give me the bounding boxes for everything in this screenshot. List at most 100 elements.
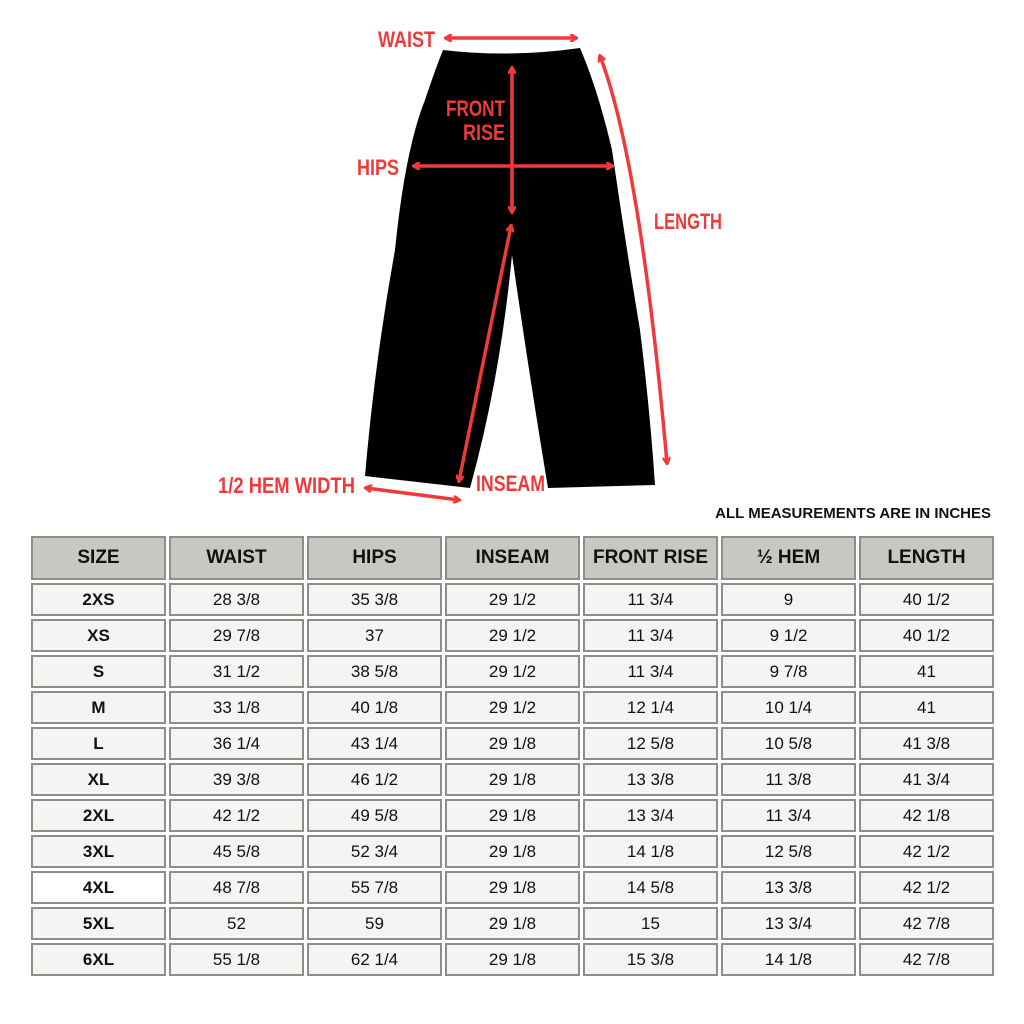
size-cell: XL [31, 763, 166, 796]
measurement-cell: 42 1/2 [859, 871, 994, 904]
measurement-cell: 36 1/4 [169, 727, 304, 760]
measurement-cell: 29 1/8 [445, 835, 580, 868]
measurement-cell: 29 1/2 [445, 619, 580, 652]
measurement-cell: 41 3/8 [859, 727, 994, 760]
measurement-cell: 13 3/4 [583, 799, 718, 832]
measurement-cell: 48 7/8 [169, 871, 304, 904]
measurement-cell: 12 5/8 [721, 835, 856, 868]
measurement-cell: 46 1/2 [307, 763, 442, 796]
measurement-cell: 42 1/2 [169, 799, 304, 832]
measurement-cell: 12 1/4 [583, 691, 718, 724]
measurement-cell: 11 3/4 [583, 655, 718, 688]
measurement-cell: 55 1/8 [169, 943, 304, 976]
measurement-cell: 11 3/4 [583, 619, 718, 652]
measurement-cell: 11 3/8 [721, 763, 856, 796]
measurement-cell: 15 [583, 907, 718, 940]
measurement-cell: 42 1/2 [859, 835, 994, 868]
measurement-cell: 42 7/8 [859, 943, 994, 976]
measurement-cell: 29 1/2 [445, 691, 580, 724]
table-row: XS 29 7/8 37 29 1/2 11 3/4 9 1/2 40 1/2 [31, 619, 994, 652]
measurement-cell: 9 1/2 [721, 619, 856, 652]
measurement-cell: 13 3/4 [721, 907, 856, 940]
measurement-cell: 11 3/4 [583, 583, 718, 616]
column-header: ½ HEM [721, 536, 856, 580]
measurement-cell: 38 5/8 [307, 655, 442, 688]
measurement-cell: 31 1/2 [169, 655, 304, 688]
measurement-cell: 29 7/8 [169, 619, 304, 652]
size-cell: XS [31, 619, 166, 652]
hem-width-label: 1/2 HEM WIDTH [218, 473, 355, 498]
size-cell: L [31, 727, 166, 760]
size-cell: M [31, 691, 166, 724]
measurement-cell: 59 [307, 907, 442, 940]
length-arrow [600, 56, 667, 463]
measurement-cell: 41 3/4 [859, 763, 994, 796]
inseam-arrow [459, 226, 511, 481]
measurement-cell: 41 [859, 691, 994, 724]
measurement-cell: 10 5/8 [721, 727, 856, 760]
column-header: FRONT RISE [583, 536, 718, 580]
table-row: 2XL 42 1/2 49 5/8 29 1/8 13 3/4 11 3/4 42 1/8 [31, 799, 994, 832]
measurement-cell: 29 1/2 [445, 583, 580, 616]
measurement-cell: 35 3/8 [307, 583, 442, 616]
measurement-cell: 40 1/8 [307, 691, 442, 724]
measurement-cell: 14 1/8 [583, 835, 718, 868]
pants-measurement-diagram: WAIST FRONT RISE HIPS LENGTH 1/2 HEM WID… [218, 27, 722, 510]
measurement-cell: 29 1/8 [445, 763, 580, 796]
front-rise-label-line1: FRONT [446, 96, 505, 121]
measurement-cell: 40 1/2 [859, 619, 994, 652]
measurement-cell: 37 [307, 619, 442, 652]
measurement-cell: 52 [169, 907, 304, 940]
measurement-cell: 9 7/8 [721, 655, 856, 688]
table-row: L 36 1/4 43 1/4 29 1/8 12 5/8 10 5/8 41 3/8 [31, 727, 994, 760]
measurement-cell: 11 3/4 [721, 799, 856, 832]
measurement-cell: 45 5/8 [169, 835, 304, 868]
measurement-cell: 14 1/8 [721, 943, 856, 976]
size-cell: 6XL [31, 943, 166, 976]
measurement-cell: 33 1/8 [169, 691, 304, 724]
column-header: SIZE [31, 536, 166, 580]
size-cell: S [31, 655, 166, 688]
table-row: 2XS 28 3/8 35 3/8 29 1/2 11 3/4 9 40 1/2 [31, 583, 994, 616]
measurement-cell: 9 [721, 583, 856, 616]
measurement-cell: 29 1/2 [445, 655, 580, 688]
table-row: 5XL 52 59 29 1/8 15 13 3/4 42 7/8 [31, 907, 994, 940]
measurement-cell: 42 7/8 [859, 907, 994, 940]
table-row: S 31 1/2 38 5/8 29 1/2 11 3/4 9 7/8 41 [31, 655, 994, 688]
table-row: M 33 1/8 40 1/8 29 1/2 12 1/4 10 1/4 41 [31, 691, 994, 724]
column-header: WAIST [169, 536, 304, 580]
table-row: 6XL 55 1/8 62 1/4 29 1/8 15 3/8 14 1/8 42 7/8 [31, 943, 994, 976]
size-cell: 2XL [31, 799, 166, 832]
measurement-cell: 13 3/8 [583, 763, 718, 796]
measurement-cell: 41 [859, 655, 994, 688]
table-row: 4XL 48 7/8 55 7/8 29 1/8 14 5/8 13 3/8 42 1/2 [31, 871, 994, 904]
measurement-cell: 29 1/8 [445, 799, 580, 832]
size-cell: 2XS [31, 583, 166, 616]
measurement-cell: 55 7/8 [307, 871, 442, 904]
size-cell: 4XL [31, 871, 166, 904]
measurement-cell: 29 1/8 [445, 907, 580, 940]
size-cell: 3XL [31, 835, 166, 868]
pants-silhouette [365, 48, 655, 488]
measurement-cell: 52 3/4 [307, 835, 442, 868]
measurement-cell: 29 1/8 [445, 727, 580, 760]
measurement-cell: 10 1/4 [721, 691, 856, 724]
hips-label: HIPS [357, 155, 399, 180]
measurement-cell: 15 3/8 [583, 943, 718, 976]
measurement-cell: 62 1/4 [307, 943, 442, 976]
measurement-cell: 29 1/8 [445, 943, 580, 976]
size-cell: 5XL [31, 907, 166, 940]
table-row: XL 39 3/8 46 1/2 29 1/8 13 3/8 11 3/8 41 3/4 [31, 763, 994, 796]
measurement-cell: 49 5/8 [307, 799, 442, 832]
length-label: LENGTH [654, 209, 722, 234]
measurement-cell: 43 1/4 [307, 727, 442, 760]
measurement-cell: 29 1/8 [445, 871, 580, 904]
measurement-cell: 28 3/8 [169, 583, 304, 616]
units-note: ALL MEASUREMENTS ARE IN INCHES [715, 505, 991, 522]
front-rise-label-line2: RISE [463, 120, 505, 145]
size-chart-table: SIZE WAIST HIPS INSEAM FRONT RISE ½ HEM LENGTH… [28, 533, 997, 979]
waist-label: WAIST [378, 27, 435, 52]
measurement-cell: 39 3/8 [169, 763, 304, 796]
column-header: INSEAM [445, 536, 580, 580]
column-header: HIPS [307, 536, 442, 580]
